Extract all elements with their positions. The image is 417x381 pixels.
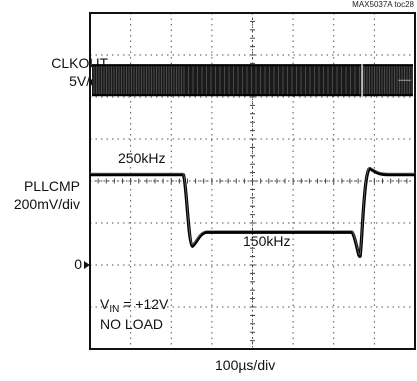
ground-marker-label: 0: [74, 256, 82, 272]
ground-marker-arrow: [84, 261, 90, 269]
channel-2-name: PLLCMP: [23, 178, 80, 194]
figure-id: MAX5037A toc28: [352, 0, 414, 9]
vin-subscript: IN: [109, 304, 120, 315]
x-axis-scale: 100µs/div: [215, 357, 276, 373]
pllcmp-trace-noise: [90, 166, 415, 256]
annotation-250khz: 250kHz: [118, 150, 166, 166]
condition-vin: VIN = +12V: [100, 296, 168, 318]
clkout-waveform: [92, 64, 413, 97]
channel-2-scale: 200mV/div: [13, 196, 80, 212]
annotation-150khz: 150kHz: [243, 233, 291, 249]
vin-prefix: V: [100, 296, 110, 312]
vin-value: = +12V: [119, 296, 169, 312]
plot-frame: [89, 12, 416, 350]
condition-load: NO LOAD: [100, 316, 164, 332]
